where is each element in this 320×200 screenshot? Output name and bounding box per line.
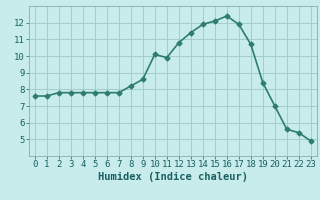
X-axis label: Humidex (Indice chaleur): Humidex (Indice chaleur) bbox=[98, 172, 248, 182]
